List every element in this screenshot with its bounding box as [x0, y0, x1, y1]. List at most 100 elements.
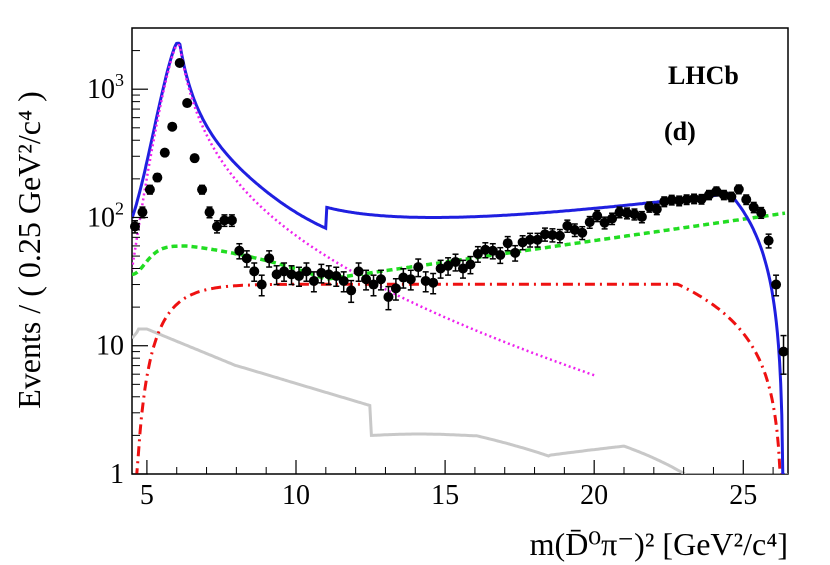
data-marker — [666, 194, 677, 205]
data-point — [748, 201, 759, 214]
data-marker — [756, 207, 767, 218]
data-point — [584, 215, 595, 229]
data-point — [659, 196, 670, 208]
data-marker — [599, 217, 610, 228]
data-point — [182, 98, 193, 109]
annotation-lhcb: LHCb — [668, 61, 739, 90]
data-point — [539, 227, 550, 242]
data-marker — [480, 244, 491, 255]
data-marker — [510, 247, 521, 258]
data-point — [547, 228, 558, 243]
data-point — [428, 272, 439, 295]
data-marker — [159, 147, 170, 158]
data-point — [308, 271, 319, 293]
data-marker — [584, 217, 595, 228]
data-point — [703, 189, 714, 201]
data-marker — [487, 245, 498, 256]
data-marker — [465, 259, 476, 270]
data-marker — [189, 153, 200, 164]
data-marker — [778, 346, 789, 357]
data-point — [532, 232, 543, 248]
data-marker — [711, 186, 722, 197]
data-point — [554, 228, 565, 244]
data-marker — [167, 121, 178, 132]
data-point — [651, 203, 662, 216]
data-marker — [375, 274, 386, 285]
data-marker — [137, 207, 148, 218]
data-point — [241, 250, 252, 268]
data-marker — [547, 229, 558, 240]
data-point — [152, 172, 163, 183]
data-marker — [651, 204, 662, 215]
data-point — [405, 269, 416, 291]
data-marker — [204, 207, 215, 218]
data-marker — [144, 184, 155, 195]
data-point — [771, 274, 782, 297]
data-marker — [681, 194, 692, 205]
annotation-panel-d: (d) — [664, 117, 696, 146]
x-tick-label-10: 10 — [282, 480, 310, 511]
grey-component-curve — [132, 327, 788, 474]
data-point — [361, 269, 372, 291]
data-marker — [428, 277, 439, 288]
data-point — [614, 206, 625, 219]
data-point — [420, 271, 431, 293]
data-marker — [420, 275, 431, 286]
data-point — [398, 267, 409, 289]
data-point — [733, 184, 744, 195]
data-point — [368, 274, 379, 297]
data-point — [353, 262, 364, 282]
data-point — [711, 186, 722, 197]
data-point — [286, 265, 297, 286]
data-marker — [286, 269, 297, 280]
data-point — [316, 263, 327, 284]
data-point — [726, 191, 737, 203]
data-marker — [174, 58, 185, 69]
data-marker — [592, 210, 603, 221]
data-point — [674, 195, 685, 207]
data-marker — [331, 270, 342, 281]
data-marker — [413, 262, 424, 273]
data-marker — [353, 266, 364, 277]
data-marker — [495, 249, 506, 260]
data-marker — [383, 291, 394, 302]
data-marker — [234, 245, 245, 256]
data-point — [129, 220, 140, 234]
data-point — [256, 274, 267, 297]
data-marker — [129, 221, 140, 232]
data-marker — [323, 269, 334, 280]
data-marker — [607, 213, 618, 224]
magenta-component-curve — [132, 44, 595, 377]
data-point — [525, 232, 536, 248]
data-marker — [264, 253, 275, 264]
data-point — [413, 258, 424, 278]
data-point — [144, 184, 155, 195]
data-point — [211, 220, 222, 234]
data-marker — [301, 266, 312, 277]
data-point — [159, 147, 170, 158]
x-axis-title: m(D̄⁰π⁻)² [GeV²/c⁴] — [530, 526, 788, 562]
x-tick-label-20: 20 — [580, 480, 608, 511]
data-marker — [390, 283, 401, 294]
data-point — [390, 277, 401, 301]
data-marker — [689, 193, 700, 204]
data-point — [174, 58, 185, 69]
data-point — [741, 194, 752, 206]
data-point — [763, 233, 774, 249]
data-marker — [398, 272, 409, 283]
data-point — [487, 242, 498, 260]
data-marker — [577, 227, 588, 238]
data-point — [562, 219, 573, 233]
curve-group — [132, 41, 788, 474]
y-tick-label-1000: 103 — [87, 70, 124, 105]
data-point — [450, 253, 461, 272]
data-point — [472, 245, 483, 263]
fit-curves — [132, 41, 788, 474]
red-component-curve — [133, 282, 785, 474]
data-point — [577, 225, 588, 241]
data-marker — [346, 285, 357, 296]
data-points — [129, 58, 789, 375]
data-marker — [241, 253, 252, 264]
data-marker — [219, 215, 230, 226]
data-marker — [182, 98, 193, 109]
